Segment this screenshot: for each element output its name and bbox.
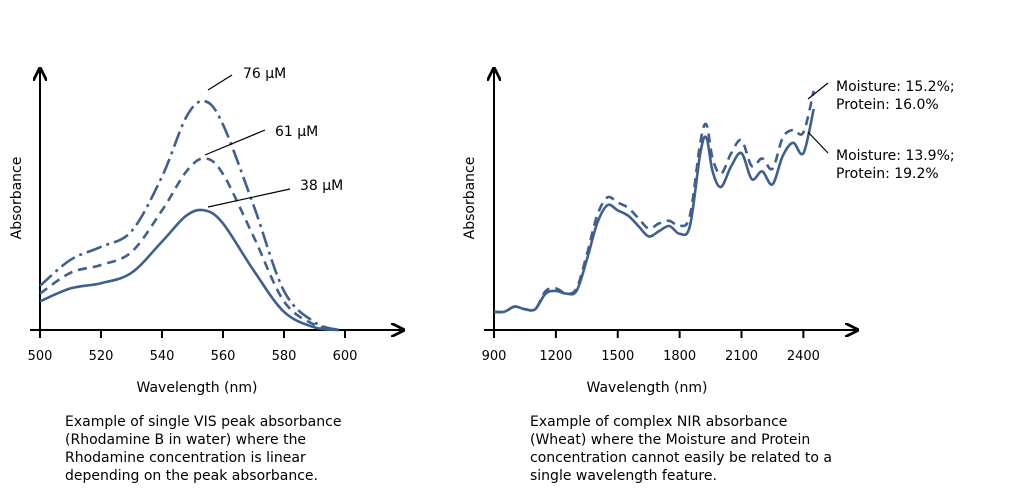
nir-x-tick-label: 1800 — [663, 349, 696, 364]
vis-caption-line: Rhodamine concentration is linear — [65, 450, 306, 466]
nir-x-tick-label: 1200 — [539, 349, 572, 364]
vis-x-tick-label: 580 — [272, 349, 297, 364]
nir-series-line-solid — [493, 108, 815, 314]
vis-x-axis-title: Wavelength (nm) — [137, 380, 258, 396]
vis-x-tick-label: 560 — [211, 349, 236, 364]
nir-solid-label-line1: Moisture: 13.9%; — [836, 148, 955, 164]
vis-x-tick-label: 540 — [150, 349, 175, 364]
nir-dashed-label-line2: Protein: 16.0% — [836, 97, 939, 113]
nir-series-group — [493, 90, 815, 314]
nir-caption-line: (Wheat) where the Moisture and Protein — [530, 432, 811, 448]
nir-x-tick-label: 1500 — [601, 349, 634, 364]
vis-series-line-dashdot — [39, 99, 340, 332]
nir-solid-leader-line — [807, 131, 829, 154]
vis-x-tick-label: 520 — [89, 349, 114, 364]
nir-y-axis-title: Absorbance — [462, 157, 478, 240]
vis-series-line-solid — [39, 208, 340, 332]
nir-caption-line: concentration cannot easily be related t… — [530, 450, 832, 466]
nir-dashed-label-line1: Moisture: 15.2%; — [836, 79, 955, 95]
vis-61-label: 61 µM — [275, 124, 318, 140]
nir-x-tick-label: 2400 — [787, 349, 820, 364]
vis-x-ticks: 500 520 540 560 580 600 — [28, 330, 358, 364]
vis-chart: Absorbance Wavelength (nm) 500 520 540 560 5… — [9, 66, 402, 396]
nir-x-ticks: 900 1200 1500 1800 2100 2400 — [482, 330, 820, 364]
vis-76-label: 76 µM — [243, 66, 286, 82]
vis-caption-line: Example of single VIS peak absorbance — [65, 414, 342, 430]
vis-76-leader-line — [207, 74, 233, 91]
vis-caption: Example of single VIS peak absorbance (R… — [65, 413, 341, 485]
vis-caption-line: (Rhodamine B in water) where the — [65, 432, 307, 448]
nir-dashed-leader-line — [807, 82, 829, 100]
nir-solid-label-line2: Protein: 19.2% — [836, 166, 939, 182]
nir-caption-line: single wavelength feature. — [530, 468, 717, 484]
vis-series-group — [39, 99, 340, 332]
vis-x-tick-label: 500 — [28, 349, 53, 364]
vis-61-leader-line — [204, 129, 266, 156]
nir-caption: Example of complex NIR absorbance (Wheat… — [530, 413, 832, 485]
nir-series-line-dashed — [493, 90, 815, 314]
nir-x-tick-label: 2100 — [725, 349, 758, 364]
nir-chart: Absorbance Wavelength (nm) 900 1200 1500 18… — [462, 70, 955, 396]
vis-y-axis-title: Absorbance — [9, 157, 25, 240]
vis-x-tick-label: 600 — [333, 349, 358, 364]
vis-caption-line: depending on the peak absorbance. — [65, 468, 318, 484]
vis-series-line-dashed — [39, 157, 340, 332]
vis-38-leader-line — [207, 188, 291, 208]
nir-x-tick-label: 900 — [482, 349, 507, 364]
vis-38-label: 38 µM — [300, 178, 343, 194]
nir-x-axis-title: Wavelength (nm) — [587, 380, 708, 396]
nir-caption-line: Example of complex NIR absorbance — [530, 414, 788, 430]
